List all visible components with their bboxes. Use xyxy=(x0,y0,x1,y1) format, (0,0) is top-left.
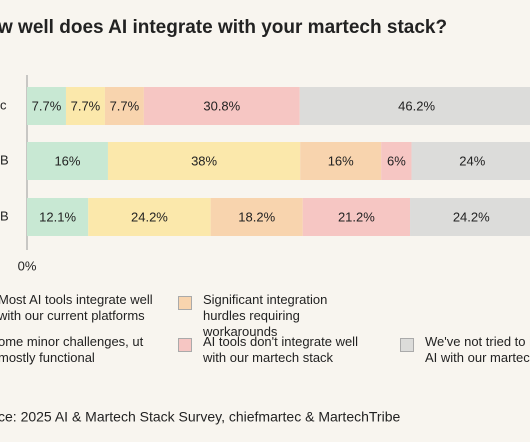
value-label: 12.1% xyxy=(39,209,76,224)
value-label: 46.2% xyxy=(398,98,435,113)
y-tick-label: c xyxy=(0,97,7,112)
bar-segment xyxy=(107,142,301,180)
legend-label: Most AI tools integrate well with our cu… xyxy=(0,292,153,323)
legend-label: AI tools don't integrate well with our m… xyxy=(203,334,358,365)
legend-swatch xyxy=(178,338,192,352)
legend-swatch xyxy=(178,296,192,310)
value-label: 16% xyxy=(54,153,80,168)
legend-label: We've not tried to i AI with our martech xyxy=(425,334,530,365)
value-label: 38% xyxy=(191,153,217,168)
value-label: 16% xyxy=(328,153,354,168)
bar-segment xyxy=(104,87,144,125)
legend-label: ome minor challenges, ut mostly function… xyxy=(0,334,144,365)
bar-segment xyxy=(302,198,411,236)
source: ce: 2025 AI & Martech Stack Survey, chie… xyxy=(0,409,400,425)
bar-segment xyxy=(210,198,303,236)
value-label: 7.7% xyxy=(110,98,140,113)
bar-segment xyxy=(27,87,66,125)
value-label: 30.8% xyxy=(203,98,240,113)
bar-segment xyxy=(27,142,108,180)
value-label: 24.2% xyxy=(131,209,168,224)
value-label: 24% xyxy=(459,153,485,168)
value-label: 18.2% xyxy=(238,209,275,224)
bar-segment xyxy=(410,198,530,236)
legend-label: Significant integration hurdles requirin… xyxy=(203,292,328,339)
value-label: 24.2% xyxy=(453,209,490,224)
value-label: 7.7% xyxy=(71,98,101,113)
value-label: 6% xyxy=(387,153,406,168)
bar-segment xyxy=(88,198,211,236)
value-label: 21.2% xyxy=(338,209,375,224)
x-tick-label: 0% xyxy=(18,258,37,273)
chart-title: w well does AI integrate with your marte… xyxy=(0,17,447,38)
legend-swatch xyxy=(400,338,414,352)
bar-segment xyxy=(143,87,300,125)
bar-segment xyxy=(381,142,412,180)
bar-segment xyxy=(299,87,530,125)
y-tick-label: B xyxy=(0,208,9,223)
bar-segment xyxy=(300,142,382,180)
y-tick-label: B xyxy=(0,152,9,167)
bar-segment xyxy=(27,198,89,236)
bar-segment xyxy=(65,87,105,125)
bar-segment xyxy=(411,142,530,180)
value-label: 7.7% xyxy=(32,98,62,113)
